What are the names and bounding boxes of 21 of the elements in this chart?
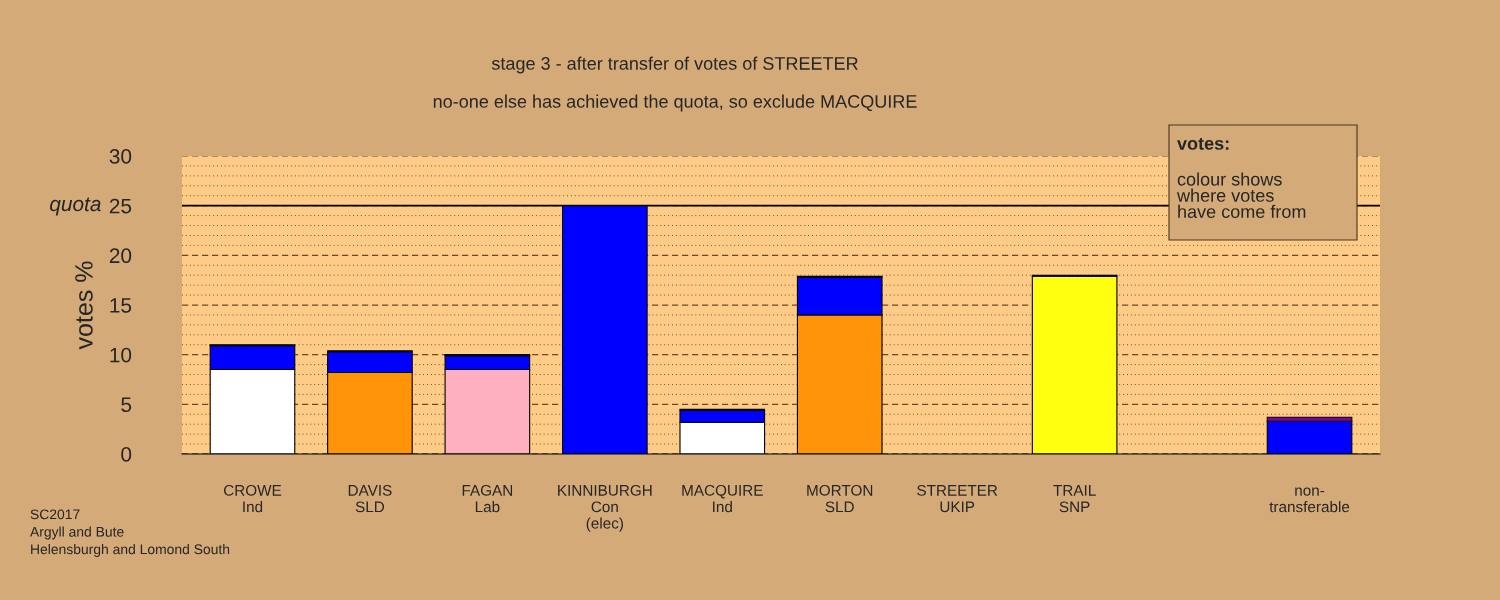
y-tick-label: 10 bbox=[110, 347, 132, 363]
text: votes: bbox=[1177, 137, 1229, 150]
chart-subtitle: no-one else has achieved the quota, so exclude MACQUIRE bbox=[433, 94, 917, 112]
y-tick-label: 25 bbox=[109, 198, 132, 214]
ref-line-label: quota bbox=[50, 197, 101, 216]
x-tick-label: FAGAN Lab bbox=[462, 484, 513, 513]
x-tick-label: MACQUIRE Ind bbox=[682, 484, 763, 513]
x-tick-label: STREETER UKIP bbox=[917, 484, 998, 513]
x-tick-label: MORTON SLD bbox=[807, 484, 873, 513]
x-tick-label: TRAIL SNP bbox=[1053, 485, 1096, 513]
x-tick-label: non- transferable bbox=[1269, 487, 1350, 513]
y-tick-label: 15 bbox=[110, 298, 132, 313]
y-tick-label: 30 bbox=[109, 149, 132, 164]
y-tick-label: 0 bbox=[121, 447, 132, 462]
x-tick-label: KINNIBURGH Con (elec) bbox=[558, 484, 652, 532]
chart-title: stage 3 - after transfer of votes of STREETER bbox=[491, 56, 858, 74]
y-tick-label: 5 bbox=[121, 397, 132, 413]
x-tick-label: DAVIS SLD bbox=[348, 484, 392, 513]
annotation: colour shows where votes have come from bbox=[1176, 172, 1306, 219]
y-tick-label: 20 bbox=[109, 248, 132, 264]
y-axis-title: votes % bbox=[75, 261, 93, 350]
